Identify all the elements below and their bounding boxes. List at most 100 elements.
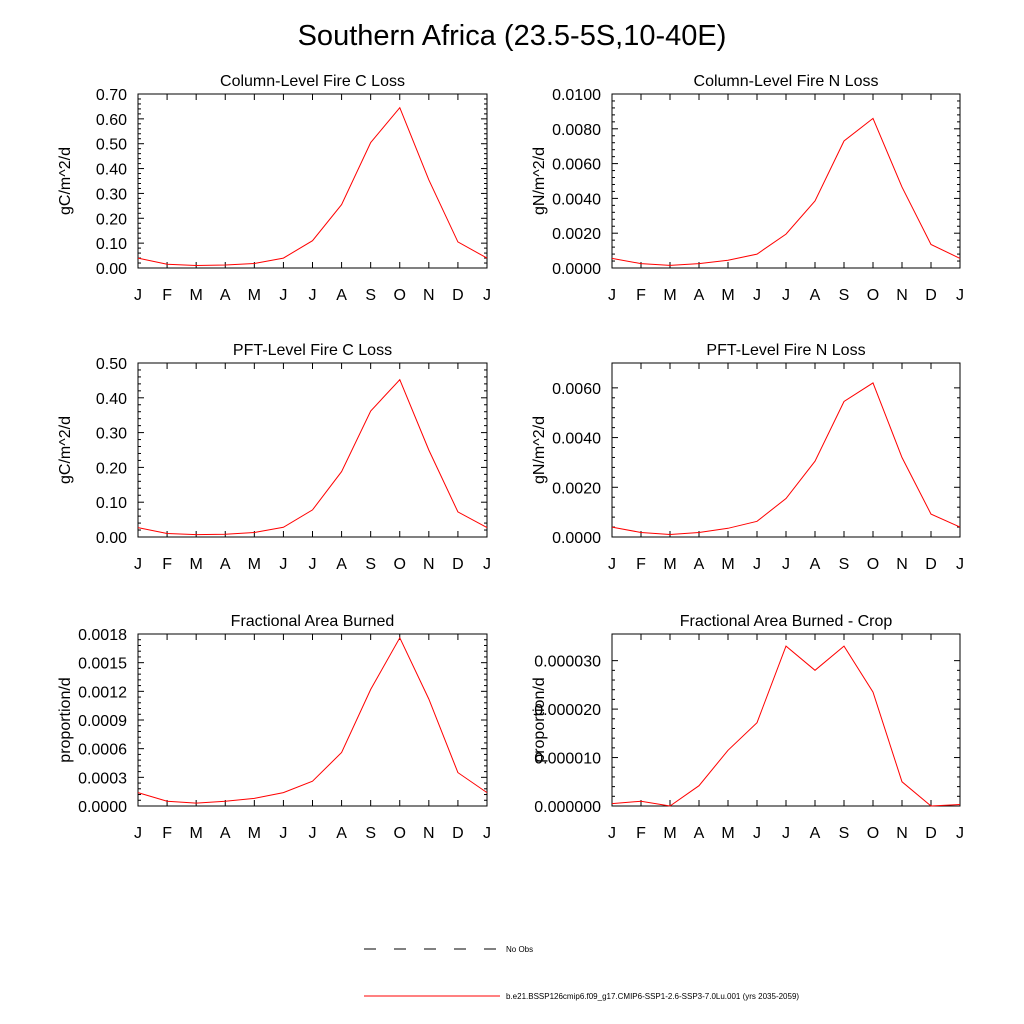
y-axis-label: gN/m^2/d (531, 147, 548, 215)
x-tick-label: J (782, 287, 790, 304)
y-tick-label: 0.0012 (78, 684, 127, 701)
y-tick-label: 0.000020 (534, 702, 601, 719)
x-tick-label: M (663, 825, 676, 842)
x-tick-label: A (336, 825, 347, 842)
x-tick-label: J (782, 825, 790, 842)
x-tick-label: N (896, 287, 908, 304)
series-line (137, 378, 488, 536)
y-tick-label: 0.0003 (78, 770, 127, 787)
x-tick-label: J (134, 287, 142, 304)
x-tick-label: D (925, 287, 937, 304)
y-tick-label: 0.0006 (78, 742, 127, 759)
y-axis-label: proportion/d (57, 677, 74, 762)
y-tick-label: 0.0000 (78, 799, 127, 816)
x-tick-label: M (721, 287, 734, 304)
x-tick-label: F (636, 556, 646, 573)
x-tick-label: A (810, 825, 821, 842)
y-tick-label: 0.60 (96, 112, 127, 129)
series-line (137, 106, 488, 267)
page-title: Southern Africa (23.5-5S,10-40E) (297, 20, 727, 52)
x-tick-label: F (636, 287, 646, 304)
x-tick-label: J (309, 556, 317, 573)
y-tick-label: 0.70 (96, 87, 127, 104)
x-tick-label: J (279, 556, 287, 573)
y-tick-label: 0.0100 (552, 87, 601, 104)
x-tick-label: F (162, 825, 172, 842)
x-tick-label: N (896, 825, 908, 842)
x-tick-label: J (279, 287, 287, 304)
x-tick-label: A (336, 287, 347, 304)
x-tick-label: A (220, 825, 231, 842)
legend-model-label: b.e21.BSSP126cmip6.f09_g17.CMIP6-SSP1-2.… (506, 992, 799, 1001)
y-tick-label: 0.0000 (552, 261, 601, 278)
x-tick-label: J (134, 556, 142, 573)
x-tick-label: J (753, 825, 761, 842)
x-tick-label: M (721, 825, 734, 842)
x-tick-label: F (636, 825, 646, 842)
x-tick-label: M (721, 556, 734, 573)
series-line (611, 382, 961, 536)
x-tick-label: J (134, 825, 142, 842)
x-tick-label: J (753, 287, 761, 304)
x-tick-label: A (810, 556, 821, 573)
x-tick-label: J (483, 556, 491, 573)
y-tick-label: 0.50 (96, 356, 127, 373)
x-tick-label: A (694, 825, 705, 842)
x-tick-label: N (423, 287, 435, 304)
y-axis-label: gC/m^2/d (57, 416, 74, 484)
x-tick-label: M (190, 287, 203, 304)
panel-title: Fractional Area Burned (231, 613, 395, 630)
panel-title: Column-Level Fire C Loss (220, 73, 405, 90)
x-tick-label: S (839, 825, 850, 842)
x-tick-label: D (452, 825, 464, 842)
x-tick-label: M (190, 556, 203, 573)
x-tick-label: J (309, 825, 317, 842)
x-tick-label: A (220, 556, 231, 573)
y-tick-label: 0.000000 (534, 799, 601, 816)
x-tick-label: A (220, 287, 231, 304)
series-line (137, 636, 488, 804)
y-tick-label: 0.30 (96, 426, 127, 443)
y-tick-label: 0.10 (96, 495, 127, 512)
x-tick-label: N (896, 556, 908, 573)
y-tick-label: 0.20 (96, 211, 127, 228)
series-line (611, 117, 961, 266)
y-tick-label: 0.0040 (552, 191, 601, 208)
x-tick-label: J (309, 287, 317, 304)
x-tick-label: D (925, 556, 937, 573)
x-tick-label: M (663, 287, 676, 304)
x-tick-label: M (248, 556, 261, 573)
x-tick-label: F (162, 556, 172, 573)
y-tick-label: 0.0009 (78, 713, 127, 730)
panel-title: PFT-Level Fire N Loss (706, 342, 865, 359)
plot-frame (137, 93, 488, 269)
x-tick-label: A (810, 287, 821, 304)
x-tick-label: D (452, 556, 464, 573)
plot-frame (137, 633, 488, 807)
panel-title: PFT-Level Fire C Loss (233, 342, 392, 359)
y-tick-label: 0.0060 (552, 381, 601, 398)
y-axis-label: gN/m^2/d (531, 416, 548, 484)
x-tick-label: D (452, 287, 464, 304)
y-tick-label: 0.30 (96, 186, 127, 203)
y-tick-label: 0.20 (96, 460, 127, 477)
x-tick-label: J (483, 825, 491, 842)
y-tick-label: 0.00 (96, 261, 127, 278)
y-tick-label: 0.0020 (552, 226, 601, 243)
x-tick-label: M (190, 825, 203, 842)
y-tick-label: 0.50 (96, 137, 127, 154)
y-axis-label: gC/m^2/d (57, 147, 74, 215)
x-tick-label: D (925, 825, 937, 842)
series-line (611, 645, 961, 807)
x-tick-label: J (956, 825, 964, 842)
x-tick-label: O (867, 287, 879, 304)
x-tick-label: N (423, 556, 435, 573)
panel-title: Column-Level Fire N Loss (694, 73, 879, 90)
x-tick-label: J (753, 556, 761, 573)
y-tick-label: 0.10 (96, 236, 127, 253)
legend-obs-label: No Obs (506, 945, 533, 954)
x-tick-label: A (336, 556, 347, 573)
x-tick-label: S (365, 825, 376, 842)
